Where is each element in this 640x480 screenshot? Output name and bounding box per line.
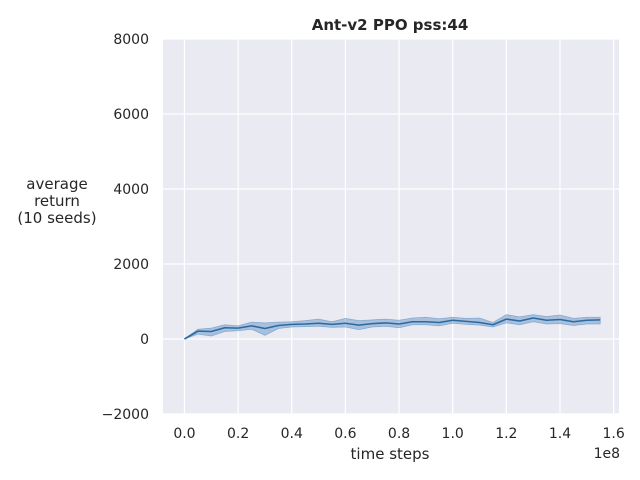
grid-lines (163, 38, 619, 415)
x-tick-label: 1.6 (603, 426, 625, 442)
series-line (184, 317, 601, 340)
chart-title: Ant-v2 PPO pss:44 (312, 16, 469, 34)
x-tick-label: 1.0 (442, 426, 464, 442)
x-tick-label: 0.6 (334, 426, 356, 442)
y-axis-label-line-2: return (34, 192, 80, 210)
plot-background (163, 39, 619, 414)
y-tick-label: 0 (140, 332, 149, 348)
x-tick-label: 0.0 (173, 426, 195, 442)
x-tick-label: 0.8 (388, 426, 410, 442)
y-tick-label: 8000 (113, 32, 149, 48)
y-axis-label-line-1: average (26, 175, 87, 193)
x-tick-labels: 0.0 0.2 0.4 0.6 0.8 1.0 1.2 1.4 1.6 (173, 426, 625, 442)
y-axis-label-line-3: (10 seeds) (17, 209, 96, 227)
x-axis-label: time steps (351, 445, 430, 463)
x-tick-label: 1.2 (495, 426, 517, 442)
x-tick-label: 0.4 (281, 426, 303, 442)
y-tick-label: 6000 (113, 107, 149, 123)
x-tick-label: 1.4 (549, 426, 571, 442)
y-tick-label: 4000 (113, 182, 149, 198)
series-line-group (184, 317, 601, 340)
y-tick-label: −2000 (102, 407, 149, 423)
x-offset-label: 1e8 (594, 446, 620, 462)
y-tick-label: 2000 (113, 257, 149, 273)
x-tick-label: 0.2 (227, 426, 249, 442)
y-tick-labels: −2000 0 2000 4000 6000 8000 (102, 32, 149, 423)
